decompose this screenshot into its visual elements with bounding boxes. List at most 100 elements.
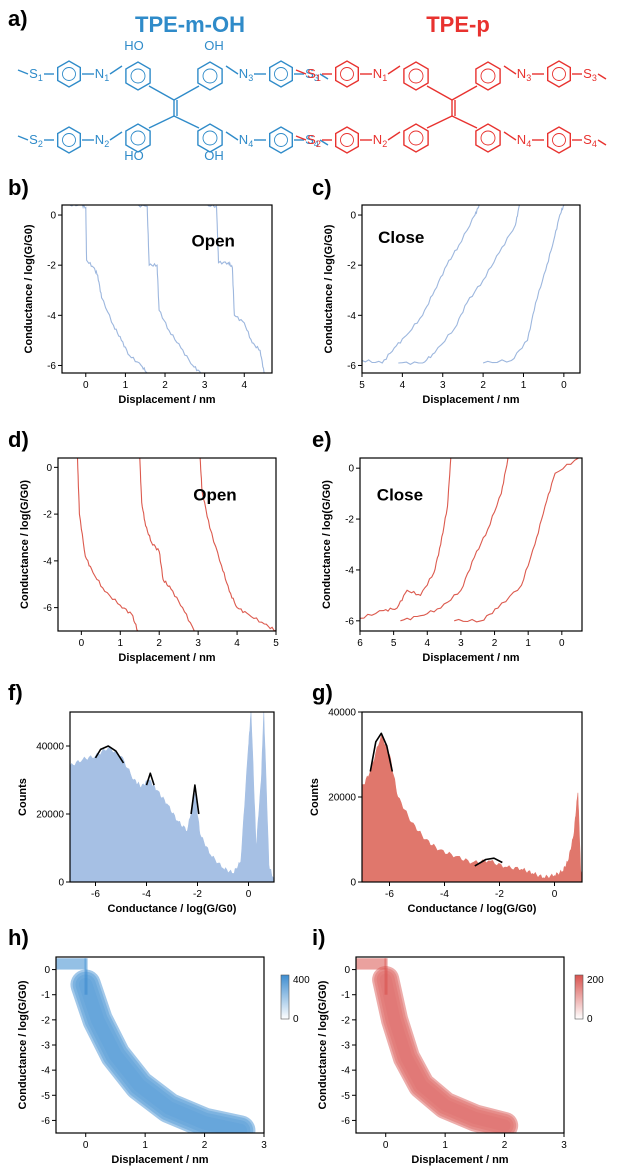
ring bbox=[125, 61, 151, 91]
panel-letter-a: a) bbox=[8, 6, 28, 31]
y-tick-label: 0 bbox=[46, 463, 52, 474]
trace-3 bbox=[199, 458, 276, 631]
y-tick-label: 0 bbox=[348, 464, 354, 475]
heatmap-band-layer bbox=[376, 970, 514, 1133]
x-tick-label: 0 bbox=[561, 380, 567, 391]
colorbar-max-label: 400 bbox=[293, 975, 310, 986]
methyl-bond bbox=[295, 69, 307, 75]
colorbar-min-label: 0 bbox=[587, 1014, 593, 1025]
x-tick-label: 1 bbox=[123, 380, 129, 391]
heatmap-plateau bbox=[56, 958, 86, 970]
n-atom-2: N2 bbox=[373, 132, 387, 149]
n-atom-2-sub: 2 bbox=[382, 139, 387, 149]
core-bond bbox=[426, 115, 453, 129]
ring-inner bbox=[202, 130, 218, 146]
x-tick-label: -6 bbox=[91, 889, 100, 900]
y-axis-label: Counts bbox=[309, 778, 321, 816]
y-tick-label: 0 bbox=[350, 878, 356, 889]
panel-letter-e: e) bbox=[312, 427, 332, 452]
x-tick-label: -4 bbox=[142, 889, 151, 900]
panel-letter-h: h) bbox=[8, 925, 29, 950]
imine-bond bbox=[109, 131, 123, 141]
ring bbox=[335, 126, 359, 154]
ring bbox=[269, 126, 293, 154]
hydroxyl-label: OH bbox=[204, 38, 224, 53]
s-atom-1-sub: 1 bbox=[38, 73, 43, 83]
y-tick-label: -6 bbox=[47, 361, 56, 372]
trace-1 bbox=[360, 458, 452, 619]
n-atom-3: N3 bbox=[239, 66, 253, 83]
panel-letter-i: i) bbox=[312, 925, 325, 950]
y-tick-label: -2 bbox=[47, 261, 56, 272]
ring-inner bbox=[274, 67, 288, 81]
colorbar-min-label: 0 bbox=[293, 1014, 299, 1025]
panel-letter-g: g) bbox=[312, 680, 333, 705]
x-tick-label: 3 bbox=[202, 380, 208, 391]
plot-area bbox=[360, 458, 579, 623]
y-tick-label: -4 bbox=[345, 565, 354, 576]
plot-frame bbox=[61, 204, 273, 374]
y-tick-label: -4 bbox=[41, 1066, 50, 1077]
state-annotation: Close bbox=[378, 228, 424, 247]
x-tick-label: 1 bbox=[442, 1140, 448, 1151]
x-tick-label: 3 bbox=[440, 380, 446, 391]
ring-inner bbox=[130, 68, 146, 84]
ring bbox=[475, 61, 501, 91]
trace-1 bbox=[362, 205, 480, 364]
ring-inner bbox=[408, 130, 424, 146]
ring-inner bbox=[274, 133, 288, 147]
hydroxyl-label: HO bbox=[124, 38, 144, 53]
heatmap-band-layer bbox=[75, 974, 251, 1133]
chart-i: i) 200 0 0 1 2 3 0 -1 -2 -3 -4 -5 -6 Displacement / nm… bbox=[312, 925, 604, 1166]
n-atom-4-sub: 4 bbox=[526, 139, 531, 149]
y-axis-label: Counts bbox=[17, 778, 29, 816]
y-axis-label: Conductance / log(G/G0) bbox=[321, 480, 333, 609]
colorbar bbox=[574, 974, 584, 1020]
x-tick-label: 2 bbox=[162, 380, 168, 391]
plot-area bbox=[356, 958, 519, 1133]
s-atom-3-sub: 3 bbox=[314, 73, 319, 83]
x-tick-label: 4 bbox=[234, 638, 240, 649]
plot-area bbox=[362, 205, 565, 366]
imine-bond bbox=[503, 65, 517, 75]
y-tick-label: -2 bbox=[43, 510, 52, 521]
hydroxyl-label: HO bbox=[124, 148, 144, 163]
x-tick-label: -4 bbox=[440, 889, 449, 900]
imine-bond bbox=[225, 65, 239, 75]
ring-inner bbox=[552, 67, 566, 81]
ring bbox=[57, 126, 82, 154]
s-atom-4-sub: 4 bbox=[314, 139, 319, 149]
ring bbox=[335, 60, 359, 88]
ring bbox=[403, 61, 429, 91]
heatmap-band-layer bbox=[72, 971, 254, 1133]
x-tick-label: 3 bbox=[261, 1140, 267, 1151]
s-atom-3: S3 bbox=[583, 66, 597, 83]
chart-h: h) 400 0 0 1 2 3 0 -1 -2 -3 -4 -5 -6 Displacement / nm… bbox=[8, 925, 310, 1166]
methyl-bond bbox=[295, 135, 307, 141]
core-bond bbox=[148, 115, 175, 129]
s-atom-2-sub: 2 bbox=[316, 139, 321, 149]
y-tick-label: -3 bbox=[41, 1041, 50, 1052]
x-tick-label: 2 bbox=[202, 1140, 208, 1151]
x-axis-label: Displacement / nm bbox=[118, 652, 215, 664]
y-axis-label: Conductance / log(G/G0) bbox=[317, 980, 329, 1109]
y-tick-label: -1 bbox=[41, 990, 50, 1001]
trace-3 bbox=[454, 458, 579, 623]
x-tick-label: 1 bbox=[142, 1140, 148, 1151]
ring bbox=[403, 123, 429, 153]
n-atom-1-sub: 1 bbox=[382, 73, 387, 83]
y-tick-label: -6 bbox=[41, 1116, 50, 1127]
x-tick-label: 4 bbox=[400, 380, 406, 391]
ring bbox=[197, 123, 223, 153]
trace-3 bbox=[482, 205, 565, 364]
y-tick-label: -6 bbox=[43, 603, 52, 614]
state-annotation: Open bbox=[193, 486, 236, 505]
x-tick-label: 4 bbox=[241, 380, 247, 391]
s-atom-4-sub: 4 bbox=[592, 139, 597, 149]
methyl-bond bbox=[597, 139, 607, 146]
x-tick-label: 3 bbox=[195, 638, 201, 649]
methyl-bond bbox=[17, 135, 29, 141]
chart-c: c) 5 4 3 2 1 0 0 -2 -4 -6 Displacement / nm Conducta… bbox=[312, 175, 581, 406]
y-tick-label: -3 bbox=[341, 1041, 350, 1052]
